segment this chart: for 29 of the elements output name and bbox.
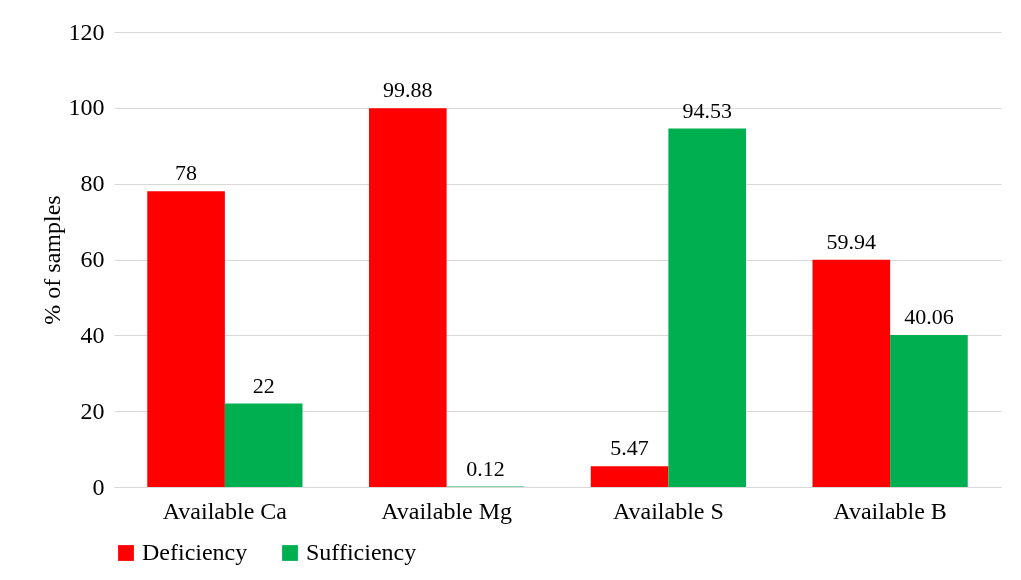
legend-label: Deficiency (142, 539, 248, 565)
y-tick-label: 0 (92, 473, 105, 500)
y-tick-label: 20 (80, 397, 105, 424)
y-tick-label: 60 (80, 246, 105, 272)
y-tick-label: 100 (68, 94, 105, 121)
bar (224, 403, 303, 487)
bar (890, 335, 968, 487)
bar (590, 466, 669, 487)
bar (668, 128, 746, 487)
data-label: 0.12 (466, 455, 505, 481)
y-tick-label: 120 (68, 18, 105, 45)
x-tick-label: Available B (833, 497, 947, 524)
bar (147, 191, 225, 487)
data-label: 59.94 (826, 228, 877, 254)
data-label: 5.47 (610, 435, 649, 461)
data-label: 78 (175, 160, 198, 186)
y-tick-label: 80 (80, 170, 105, 197)
legend-label: Sufficiency (306, 539, 417, 565)
bar (812, 259, 891, 487)
bar (369, 108, 447, 487)
data-label: 99.88 (383, 77, 433, 103)
x-tick-label: Available Mg (381, 497, 513, 524)
x-tick-label: Available S (612, 497, 724, 524)
y-tick-label: 40 (80, 321, 105, 348)
data-label: 40.06 (904, 304, 954, 330)
x-tick-label: Available Ca (162, 497, 288, 524)
y-axis-title: % of samples (38, 195, 65, 325)
data-label: 22 (252, 372, 275, 398)
data-label: 94.53 (682, 97, 732, 123)
